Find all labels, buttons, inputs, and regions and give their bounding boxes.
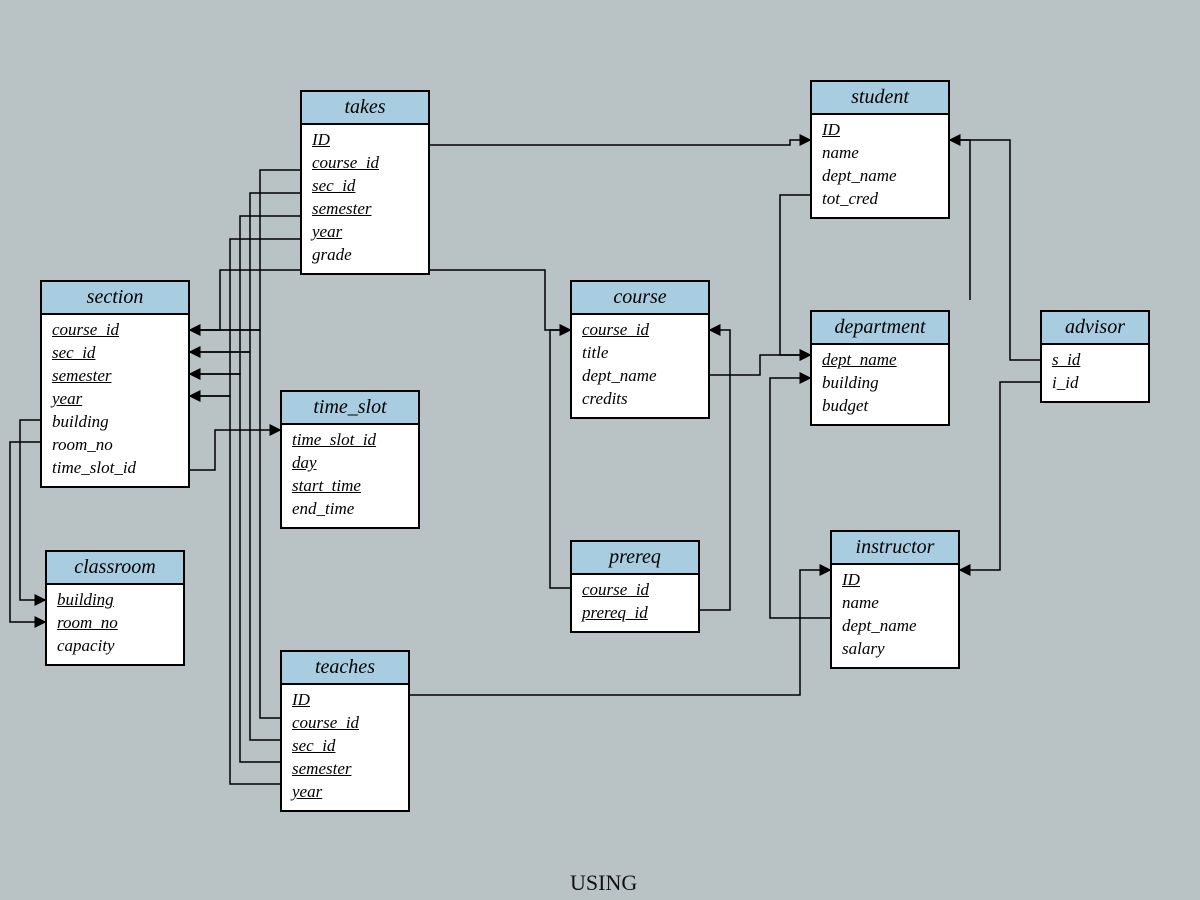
- entity-title: advisor: [1042, 312, 1148, 345]
- attr: year: [292, 781, 398, 804]
- attr: capacity: [57, 635, 173, 658]
- attr: year: [52, 388, 178, 411]
- attr: ID: [312, 129, 418, 152]
- attr: ID: [822, 119, 938, 142]
- attr: course_id: [52, 319, 178, 342]
- attr: credits: [582, 388, 698, 411]
- attr: end_time: [292, 498, 408, 521]
- attr: course_id: [312, 152, 418, 175]
- entity-course: course course_id title dept_name credits: [570, 280, 710, 419]
- entity-body: ID course_id sec_id semester year: [282, 685, 408, 810]
- entity-body: s_id i_id: [1042, 345, 1148, 401]
- attr: time_slot_id: [292, 429, 408, 452]
- entity-title: section: [42, 282, 188, 315]
- attr: name: [822, 142, 938, 165]
- attr: dept_name: [822, 165, 938, 188]
- attr: title: [582, 342, 698, 365]
- attr: s_id: [1052, 349, 1138, 372]
- footer-fragment: USING: [570, 870, 637, 896]
- entity-time-slot: time_slot time_slot_id day start_time en…: [280, 390, 420, 529]
- entity-title: department: [812, 312, 948, 345]
- entity-department: department dept_name building budget: [810, 310, 950, 426]
- entity-title: time_slot: [282, 392, 418, 425]
- attr: year: [312, 221, 418, 244]
- entity-body: course_id title dept_name credits: [572, 315, 708, 417]
- entity-body: time_slot_id day start_time end_time: [282, 425, 418, 527]
- entity-body: course_id prereq_id: [572, 575, 698, 631]
- attr: start_time: [292, 475, 408, 498]
- attr: building: [57, 589, 173, 612]
- attr: sec_id: [52, 342, 178, 365]
- attr: time_slot_id: [52, 457, 178, 480]
- entity-title: instructor: [832, 532, 958, 565]
- attr: salary: [842, 638, 948, 661]
- entity-body: course_id sec_id semester year building …: [42, 315, 188, 486]
- attr: dept_name: [842, 615, 948, 638]
- attr: semester: [312, 198, 418, 221]
- attr: course_id: [582, 579, 688, 602]
- entity-body: ID name dept_name salary: [832, 565, 958, 667]
- attr: prereq_id: [582, 602, 688, 625]
- entity-takes: takes ID course_id sec_id semester year …: [300, 90, 430, 275]
- attr: dept_name: [822, 349, 938, 372]
- entity-title: student: [812, 82, 948, 115]
- er-diagram-canvas: takes ID course_id sec_id semester year …: [0, 0, 1200, 900]
- entity-body: dept_name building budget: [812, 345, 948, 424]
- attr: sec_id: [312, 175, 418, 198]
- attr: day: [292, 452, 408, 475]
- attr: course_id: [292, 712, 398, 735]
- entity-title: takes: [302, 92, 428, 125]
- attr: course_id: [582, 319, 698, 342]
- attr: sec_id: [292, 735, 398, 758]
- entity-body: ID course_id sec_id semester year grade: [302, 125, 428, 273]
- attr: name: [842, 592, 948, 615]
- entity-title: classroom: [47, 552, 183, 585]
- entity-section: section course_id sec_id semester year b…: [40, 280, 190, 488]
- entity-title: teaches: [282, 652, 408, 685]
- entity-instructor: instructor ID name dept_name salary: [830, 530, 960, 669]
- entity-title: prereq: [572, 542, 698, 575]
- entity-classroom: classroom building room_no capacity: [45, 550, 185, 666]
- attr: semester: [292, 758, 398, 781]
- attr: budget: [822, 395, 938, 418]
- attr: grade: [312, 244, 418, 267]
- attr: i_id: [1052, 372, 1138, 395]
- attr: tot_cred: [822, 188, 938, 211]
- entity-body: ID name dept_name tot_cred: [812, 115, 948, 217]
- entity-advisor: advisor s_id i_id: [1040, 310, 1150, 403]
- attr: dept_name: [582, 365, 698, 388]
- attr: ID: [842, 569, 948, 592]
- attr: room_no: [52, 434, 178, 457]
- entity-prereq: prereq course_id prereq_id: [570, 540, 700, 633]
- attr: building: [822, 372, 938, 395]
- attr: ID: [292, 689, 398, 712]
- entity-student: student ID name dept_name tot_cred: [810, 80, 950, 219]
- entity-body: building room_no capacity: [47, 585, 183, 664]
- entity-title: course: [572, 282, 708, 315]
- entity-teaches: teaches ID course_id sec_id semester yea…: [280, 650, 410, 812]
- attr: semester: [52, 365, 178, 388]
- attr: room_no: [57, 612, 173, 635]
- attr: building: [52, 411, 178, 434]
